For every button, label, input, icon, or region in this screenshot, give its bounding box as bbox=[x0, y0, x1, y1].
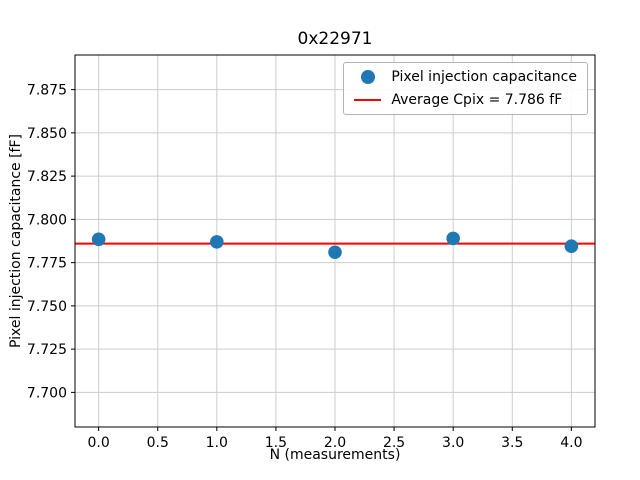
svg-text:7.700: 7.700 bbox=[27, 385, 67, 401]
svg-text:2.0: 2.0 bbox=[324, 435, 346, 451]
svg-text:1.5: 1.5 bbox=[265, 435, 287, 451]
x-axis-label: N (measurements) bbox=[269, 447, 401, 463]
svg-text:7.775: 7.775 bbox=[27, 256, 67, 272]
legend-item-average: Average Cpix = 7.786 fF bbox=[354, 92, 577, 108]
legend-item-capacitance: Pixel injection capacitance bbox=[354, 69, 577, 85]
svg-text:7.725: 7.725 bbox=[27, 342, 67, 358]
svg-text:7.750: 7.750 bbox=[27, 299, 67, 315]
scatter-marker-icon bbox=[360, 70, 375, 84]
svg-text:0.5: 0.5 bbox=[147, 435, 169, 451]
chart-title: 0x22971 bbox=[297, 29, 373, 49]
legend-label-average: Average Cpix = 7.786 fF bbox=[391, 92, 563, 108]
y-axis-label: Pixel injection capacitance [fF] bbox=[8, 134, 24, 348]
legend-swatch-average bbox=[354, 99, 382, 101]
svg-text:3.5: 3.5 bbox=[501, 435, 523, 451]
line-marker-icon bbox=[354, 99, 382, 101]
svg-text:4.0: 4.0 bbox=[560, 435, 582, 451]
svg-text:7.800: 7.800 bbox=[27, 212, 67, 228]
svg-text:0.0: 0.0 bbox=[88, 435, 110, 451]
legend-label-capacitance: Pixel injection capacitance bbox=[391, 69, 577, 85]
svg-text:7.825: 7.825 bbox=[27, 169, 67, 185]
svg-text:7.850: 7.850 bbox=[27, 126, 67, 142]
svg-text:2.5: 2.5 bbox=[383, 435, 405, 451]
svg-text:3.0: 3.0 bbox=[442, 435, 464, 451]
svg-text:1.0: 1.0 bbox=[206, 435, 228, 451]
legend-swatch-capacitance bbox=[354, 70, 381, 84]
legend: Pixel injection capacitance Average Cpix… bbox=[343, 62, 588, 115]
svg-text:7.875: 7.875 bbox=[27, 83, 67, 99]
